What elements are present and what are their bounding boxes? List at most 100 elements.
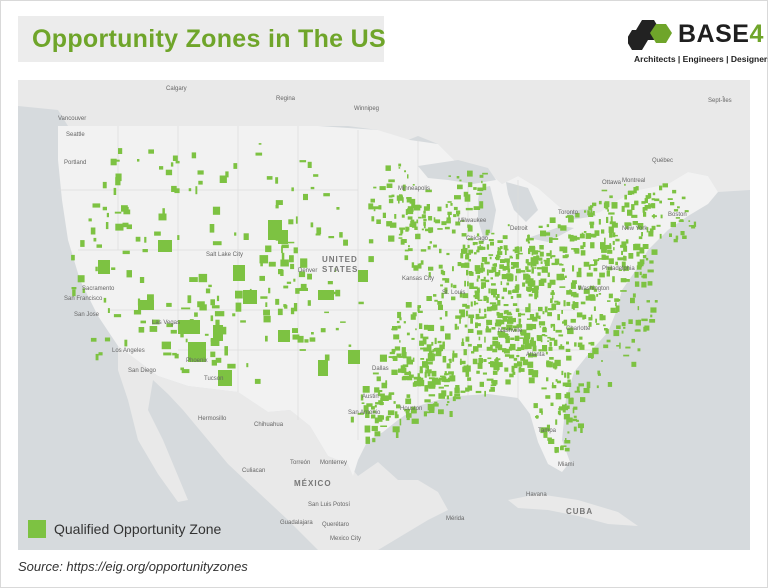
opportunity-zone-tract (481, 257, 488, 262)
opportunity-zone-tract (601, 360, 603, 362)
opportunity-zone-tract (414, 380, 422, 385)
city-label: Las Vegas (152, 320, 180, 326)
opportunity-zone-tract (158, 213, 167, 221)
opportunity-zone-tract (544, 232, 551, 236)
opportunity-zone-tract (515, 253, 520, 260)
opportunity-zone-tract (441, 292, 444, 299)
opportunity-zone-tract (605, 207, 609, 210)
opportunity-zone-map[interactable]: Calgary Regina Winnipeg Vancouver Seattle Por… (18, 80, 750, 550)
opportunity-zone-tract (691, 225, 696, 229)
opportunity-zone-tract (235, 290, 243, 299)
opportunity-zone-tract (378, 400, 382, 404)
opportunity-zone-tract (609, 231, 613, 238)
opportunity-zone-tract (626, 222, 632, 226)
opportunity-zone-tract (594, 230, 600, 236)
opportunity-zone-tract (398, 233, 403, 236)
opportunity-zone-tract (328, 236, 335, 239)
opportunity-zone-tract (472, 242, 475, 246)
legend-swatch (28, 520, 46, 538)
opportunity-zone-tract (536, 255, 539, 261)
opportunity-zone-tract (375, 402, 380, 405)
opportunity-zone-tract (616, 345, 621, 347)
opportunity-zone-tract (455, 221, 461, 226)
opportunity-zone-tract (304, 339, 309, 343)
opportunity-zone-tract (499, 264, 504, 269)
opportunity-zone-tract (407, 248, 413, 252)
opportunity-zone-tract (561, 310, 563, 314)
opportunity-zone-tract (371, 414, 376, 419)
opportunity-zone-tract (515, 275, 517, 282)
opportunity-zone-tract (288, 219, 294, 225)
opportunity-zone-tract (580, 250, 586, 256)
opportunity-zone-tract (598, 219, 601, 225)
opportunity-zone-tract (636, 251, 640, 257)
opportunity-zone-tract (486, 244, 490, 250)
opportunity-zone-tract (601, 247, 607, 253)
opportunity-zone-tract (401, 367, 407, 374)
opportunity-zone-tract (454, 387, 460, 394)
opportunity-zone-tract (473, 300, 476, 306)
opportunity-zone-tract (268, 261, 276, 267)
opportunity-zone-tract (551, 290, 554, 294)
opportunity-zone-tract (639, 247, 645, 254)
opportunity-zone-tract (565, 382, 572, 387)
opportunity-zone-tract (514, 335, 520, 341)
opportunity-zone-tract (456, 176, 460, 179)
opportunity-zone-tract (465, 254, 469, 260)
opportunity-zone-tract (677, 206, 680, 209)
opportunity-zone-tract (448, 213, 450, 218)
opportunity-zone-tract (553, 325, 556, 331)
opportunity-zone-tract (588, 264, 591, 270)
opportunity-zone-tract (482, 383, 484, 387)
opportunity-zone-tract (527, 241, 530, 244)
opportunity-zone-tract (562, 263, 564, 266)
opportunity-zone-tract (361, 402, 365, 404)
city-label: San Francisco (64, 296, 103, 302)
opportunity-zone-tract (424, 371, 427, 378)
opportunity-zone-tract (608, 226, 614, 233)
opportunity-zone-tract (641, 275, 644, 278)
opportunity-zone-tract (564, 372, 567, 378)
opportunity-zone-tract (453, 214, 457, 218)
opportunity-zone-tract (637, 223, 644, 230)
city-label: Seattle (66, 132, 85, 138)
opportunity-zone-tract (397, 311, 402, 319)
opportunity-zone-tract (632, 221, 638, 225)
opportunity-zone-tract (608, 258, 614, 265)
opportunity-zone-tract (531, 337, 534, 344)
opportunity-zone-tract (566, 392, 571, 399)
opportunity-zone-tract (523, 273, 529, 280)
opportunity-zone-tract (538, 257, 543, 261)
opportunity-zone-tract (254, 378, 261, 384)
opportunity-zone-tract (563, 319, 567, 323)
opportunity-zone-tract (428, 230, 432, 234)
opportunity-zone-tract (479, 201, 484, 209)
opportunity-zone-tract (567, 431, 570, 434)
opportunity-zone-tract (680, 231, 685, 236)
opportunity-zone-tract (623, 354, 630, 357)
opportunity-zone-tract (124, 339, 128, 347)
opportunity-zone-tract (475, 390, 482, 394)
opportunity-zone-tract (152, 319, 160, 325)
opportunity-zone-tract (370, 198, 375, 203)
opportunity-zone-tract (88, 218, 92, 222)
opportunity-zone-tract (538, 279, 545, 286)
opportunity-zone-tract (446, 220, 451, 224)
opportunity-zone-tract (96, 244, 102, 248)
opportunity-zone-tract (517, 252, 523, 255)
opportunity-zone-tract (419, 263, 421, 269)
opportunity-zone-tract (601, 229, 605, 234)
opportunity-zone-tract (539, 408, 543, 413)
usa-landmass (58, 126, 718, 476)
opportunity-zone-tract (460, 390, 466, 393)
opportunity-zone-tract (503, 304, 509, 307)
opportunity-zone-tract (461, 342, 465, 346)
opportunity-zone-tract (659, 185, 663, 191)
opportunity-zone-tract (415, 328, 417, 331)
opportunity-zone-tract (454, 195, 461, 200)
opportunity-zone-tract (568, 234, 571, 239)
opportunity-zone-tract (467, 244, 470, 249)
opportunity-zone-tract (468, 314, 475, 319)
opportunity-zone-tract (208, 284, 212, 288)
opportunity-zone-tract (506, 311, 512, 316)
